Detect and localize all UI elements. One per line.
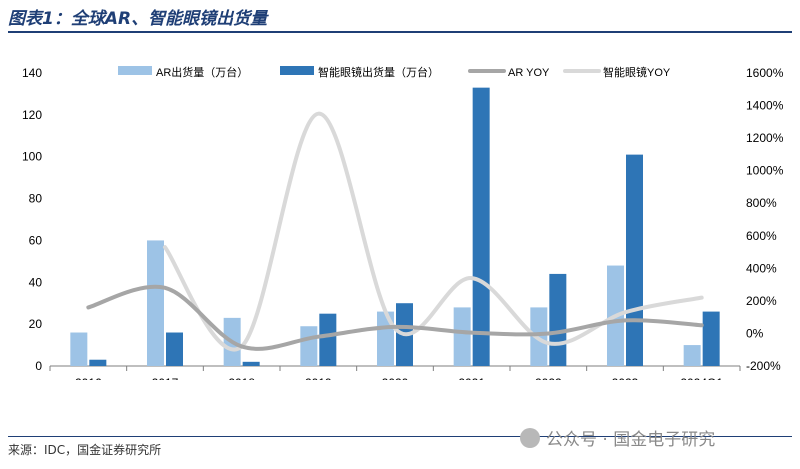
wechat-icon xyxy=(520,427,540,448)
ar-yoy-line xyxy=(86,284,704,351)
chart-axes: 2016 2017 2018 2019 2020 2021 2022 2023 2024Q1 0 2… xyxy=(22,66,784,380)
ar-shipment-bar xyxy=(70,332,88,366)
chart-lines xyxy=(86,111,704,352)
glasses-shipment-bar xyxy=(472,87,490,367)
chart-bars xyxy=(70,87,720,367)
right-tick-label: 1200% xyxy=(746,131,784,145)
glasses-yoy-line xyxy=(163,111,704,352)
legend-ar-shipment-swatch xyxy=(118,66,152,75)
right-tick-label: 400% xyxy=(746,261,777,275)
left-tick-label: 120 xyxy=(22,108,42,122)
ar-shipment-bar xyxy=(300,326,318,366)
x-tick-label: 2024Q1 xyxy=(680,376,723,380)
watermark: 公众号 · 国金电子研究 xyxy=(520,425,715,450)
title-divider xyxy=(8,31,792,33)
left-tick-label: 60 xyxy=(29,233,43,247)
left-tick-label: 20 xyxy=(29,317,43,331)
x-tick-label: 2016 xyxy=(75,376,102,380)
legend-glasses-shipment-swatch xyxy=(280,66,314,75)
figure-title: 图表1：全球AR、智能眼镜出货量 xyxy=(8,9,268,29)
left-tick-label: 100 xyxy=(22,150,42,164)
right-tick-label: 200% xyxy=(746,294,777,308)
glasses-shipment-bar xyxy=(626,154,643,366)
right-tick-label: 1000% xyxy=(746,164,784,178)
x-tick-label: 2018 xyxy=(228,376,255,380)
right-tick-label: -200% xyxy=(746,359,781,373)
glasses-shipment-bar xyxy=(242,361,260,366)
x-tick-label: 2020 xyxy=(382,376,409,380)
glasses-shipment-bar xyxy=(702,311,720,366)
right-tick-label: 800% xyxy=(746,196,777,210)
left-tick-label: 40 xyxy=(29,275,43,289)
x-tick-label: 2022 xyxy=(535,376,562,380)
ar-shipment-bar xyxy=(147,240,164,366)
glasses-shipment-bar xyxy=(319,313,337,366)
ar-shipment-bar xyxy=(453,307,471,366)
x-tick-label: 2023 xyxy=(612,376,639,380)
left-tick-label: 0 xyxy=(35,359,42,373)
legend-glasses-shipment-label: 智能眼镜出货量（万台） xyxy=(318,65,439,79)
legend-ar-yoy-label: AR YOY xyxy=(508,67,550,79)
glasses-shipment-bar xyxy=(549,273,567,366)
x-tick-label: 2017 xyxy=(152,376,179,380)
chart-legend: AR出货量（万台） 智能眼镜出货量（万台） AR YOY 智能眼镜YOY xyxy=(118,65,671,79)
shipment-chart: 2016 2017 2018 2019 2020 2021 2022 2023 2024Q1 0 2… xyxy=(22,65,784,380)
right-tick-label: 1400% xyxy=(746,99,784,113)
right-tick-label: 600% xyxy=(746,229,777,243)
ar-shipment-bar xyxy=(683,345,701,366)
footer-divider xyxy=(8,436,792,437)
legend-ar-shipment-label: AR出货量（万台） xyxy=(156,65,248,79)
x-tick-label: 2021 xyxy=(458,376,485,380)
left-tick-label: 140 xyxy=(22,66,42,80)
glasses-shipment-bar xyxy=(166,332,183,366)
watermark-text: 公众号 · 国金电子研究 xyxy=(546,430,716,450)
legend-glasses-yoy-label: 智能眼镜YOY xyxy=(603,65,671,79)
right-tick-label: 1600% xyxy=(746,66,784,80)
source-note: 来源：IDC，国金证券研究所 xyxy=(8,443,162,457)
x-tick-label: 2019 xyxy=(305,376,332,380)
left-tick-label: 80 xyxy=(29,192,43,206)
right-tick-label: 0% xyxy=(746,326,764,340)
glasses-shipment-bar xyxy=(89,359,107,366)
